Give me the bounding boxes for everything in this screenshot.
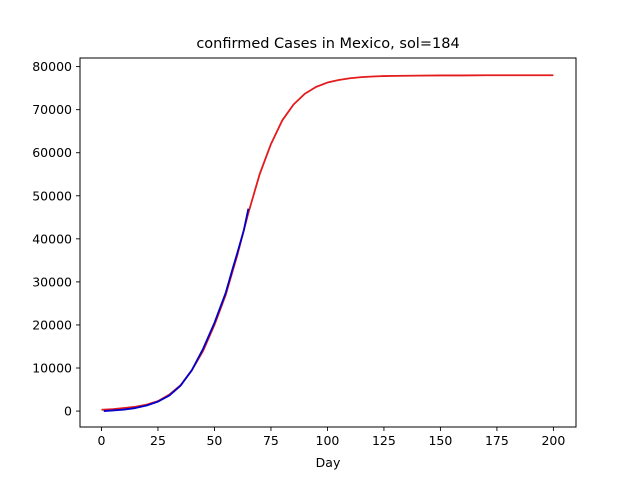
- series-layer: [101, 74, 554, 412]
- y-tick-label: 0: [64, 404, 72, 419]
- y-tick-label: 60000: [32, 145, 72, 160]
- y-tick-label: 30000: [32, 274, 72, 289]
- chart-title: confirmed Cases in Mexico, sol=184: [196, 36, 459, 52]
- y-tick-label: 50000: [32, 188, 72, 203]
- y-tick-label: 80000: [32, 59, 72, 74]
- x-tick-label: 25: [150, 433, 166, 448]
- x-tick-label: 50: [206, 433, 222, 448]
- y-tick-label: 20000: [32, 317, 72, 332]
- x-tick-label: 75: [263, 433, 279, 448]
- ticks-layer: 0 25 50 75 100 125 150 175 200 0 10000 20000 30000 40…: [32, 59, 565, 448]
- x-tick-label: 100: [316, 433, 340, 448]
- plot-frame: [79, 57, 577, 428]
- x-tick-label: 150: [428, 433, 452, 448]
- x-tick-label: 125: [372, 433, 396, 448]
- y-tick-label: 70000: [32, 102, 72, 117]
- x-tick-label: 0: [97, 433, 105, 448]
- series-line-observed: [103, 208, 250, 412]
- x-tick-label: 200: [541, 433, 565, 448]
- y-tick-label: 40000: [32, 231, 72, 246]
- x-axis-label: Day: [316, 455, 341, 470]
- x-tick-label: 175: [485, 433, 509, 448]
- y-tick-label: 10000: [32, 361, 72, 376]
